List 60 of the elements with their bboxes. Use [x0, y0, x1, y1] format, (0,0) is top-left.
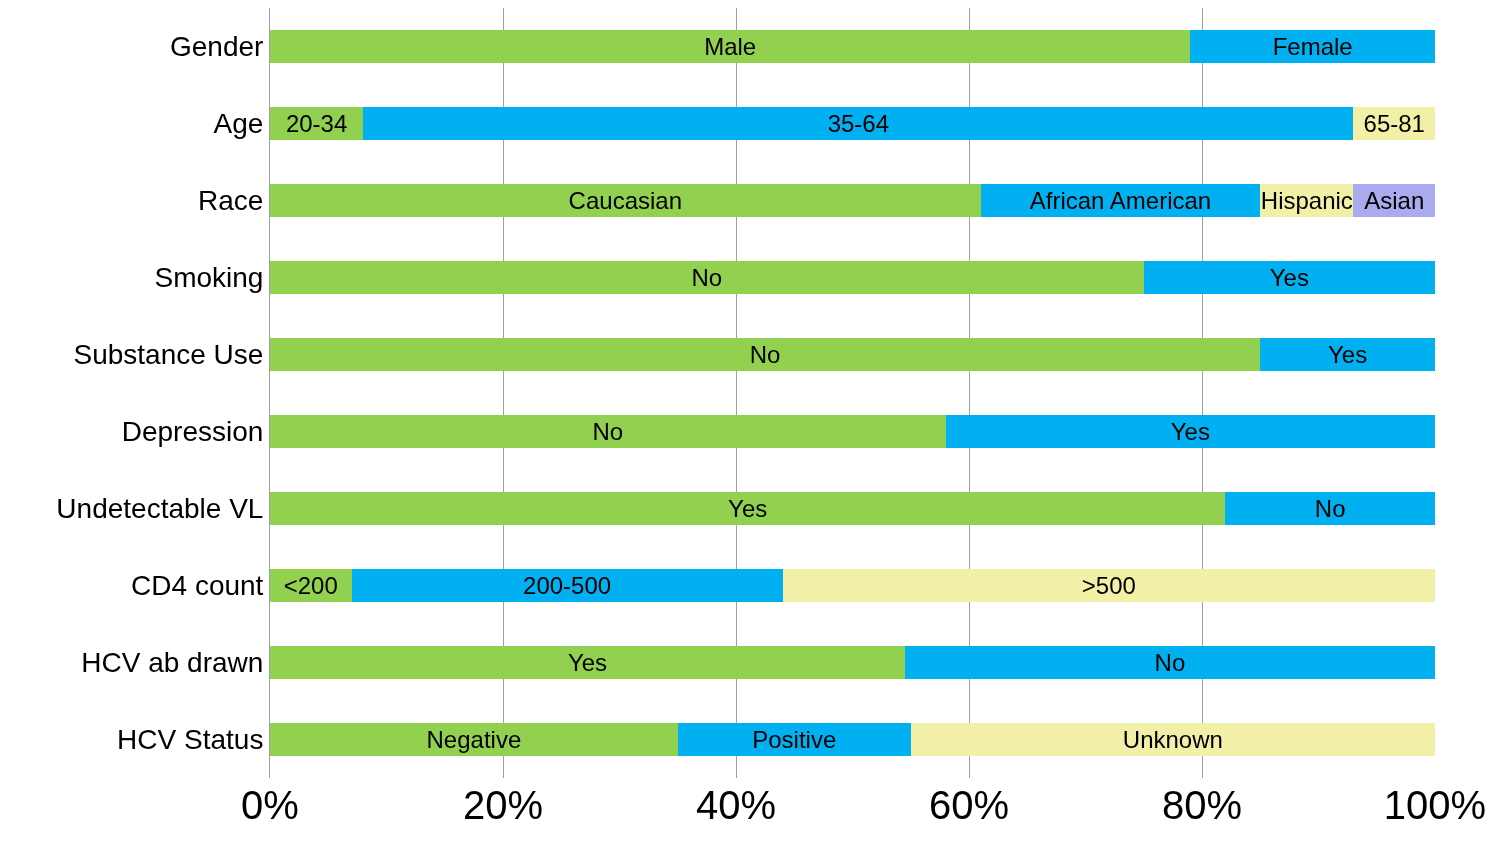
- y-tick-label: Depression: [121, 416, 264, 448]
- x-tick-label: 40%: [695, 783, 777, 827]
- y-tick-label: Gender: [169, 31, 264, 63]
- x-tick-label: 60%: [928, 783, 1010, 827]
- bar: [270, 415, 946, 448]
- data-label: Positive: [752, 726, 837, 753]
- y-tick-label: Age: [213, 108, 264, 140]
- data-label: >500: [1081, 572, 1136, 599]
- bar: [1260, 338, 1435, 371]
- data-label: No: [691, 264, 723, 291]
- bar: [1225, 492, 1435, 525]
- y-tick-label: HCV ab drawn: [81, 647, 264, 679]
- bar: [1143, 261, 1435, 294]
- y-tick-label: Smoking: [154, 262, 264, 294]
- x-tick-label: 100%: [1383, 783, 1487, 827]
- data-label: Unknown: [1122, 726, 1223, 753]
- x-tick-label: 20%: [462, 783, 544, 827]
- data-label: Yes: [1328, 341, 1368, 368]
- data-label: <200: [283, 572, 338, 599]
- bar: [910, 723, 1435, 756]
- data-label: 20-34: [285, 110, 348, 137]
- y-tick-label: HCV Status: [117, 724, 264, 756]
- bar: [270, 723, 678, 756]
- bar: [270, 184, 981, 217]
- x-tick-label: 80%: [1161, 783, 1243, 827]
- bar: [351, 569, 783, 602]
- data-label: Hispanic: [1260, 187, 1353, 214]
- bar: [270, 338, 1261, 371]
- data-label: Asian: [1364, 187, 1425, 214]
- bar: [1190, 30, 1435, 63]
- data-label: Male: [704, 33, 757, 60]
- bar: [677, 723, 911, 756]
- data-label: 200-500: [523, 572, 612, 599]
- data-label: Yes: [1170, 418, 1210, 445]
- y-tick-label: CD4 count: [131, 570, 264, 602]
- bar: [904, 646, 1435, 679]
- bar: [782, 569, 1435, 602]
- bar: [270, 492, 1226, 525]
- bar: [363, 107, 1354, 140]
- y-tick-label: Substance Use: [73, 339, 264, 371]
- data-label: Yes: [728, 495, 768, 522]
- data-label: Negative: [426, 726, 522, 753]
- data-label: 35-64: [827, 110, 890, 137]
- x-tick-label: 0%: [241, 783, 299, 827]
- y-tick-label: Undetectable VL: [56, 493, 264, 525]
- data-label: No: [749, 341, 781, 368]
- bar: [270, 261, 1144, 294]
- data-label: African American: [1029, 187, 1212, 214]
- bar: [270, 646, 905, 679]
- data-label: Yes: [1269, 264, 1309, 291]
- data-label: 65-81: [1363, 110, 1425, 137]
- data-label: Female: [1272, 33, 1353, 60]
- bar: [945, 415, 1435, 448]
- y-tick-label: Race: [198, 185, 264, 217]
- data-label: Caucasian: [568, 187, 683, 214]
- data-label: No: [1314, 495, 1346, 522]
- data-label: Yes: [567, 649, 608, 676]
- bar: [270, 30, 1191, 63]
- data-label: No: [1154, 649, 1186, 676]
- data-label: No: [592, 418, 624, 445]
